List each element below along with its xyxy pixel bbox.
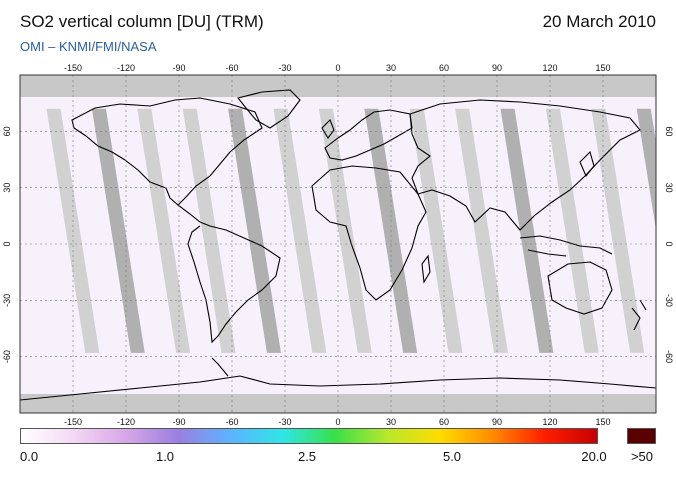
longitude-tick-label: -120 (117, 63, 135, 73)
longitude-tick-label: 30 (386, 417, 396, 427)
orbit-gap-swath (273, 108, 327, 353)
colorbar-label: 20.0 (581, 449, 607, 464)
longitude-tick-label: -150 (64, 63, 82, 73)
orbit-gap-swath (636, 108, 656, 230)
axis-ticks: -150 -150 -120 -120 -90 -90 -60 -60 -30 -30 0 0 30 30… (2, 63, 674, 427)
latitude-tick-label: 30 (664, 183, 674, 193)
longitude-tick-label: 90 (492, 63, 502, 73)
latitude-tick-label: 0 (664, 241, 674, 246)
longitude-tick-label: 60 (439, 63, 449, 73)
colorbar (20, 428, 598, 444)
longitude-tick-label: -90 (172, 417, 185, 427)
world-map: -150 -150 -120 -120 -90 -90 -60 -60 -30 -30 0 0 30 30… (0, 58, 676, 428)
orbit-gap-swath (545, 108, 599, 353)
data-source-credit: OMI – KNMI/FMI/NASA (20, 39, 157, 54)
latitude-tick-label: 0 (2, 241, 12, 246)
orbit-gap-swath (455, 108, 508, 353)
polar-night-south (20, 394, 656, 413)
orbit-gap-swath (409, 108, 463, 353)
colorbar-overflow-swatch (627, 428, 656, 444)
map-title: SO2 vertical column [DU] (TRM) (20, 12, 264, 31)
colorbar-label: 1.0 (155, 449, 175, 464)
longitude-tick-label: -60 (225, 417, 238, 427)
latitude-tick-label: 30 (2, 183, 12, 193)
latitude-tick-label: -60 (664, 350, 674, 363)
longitude-tick-label: 60 (439, 417, 449, 427)
coastlines (20, 89, 656, 401)
latitude-tick-label: -30 (2, 294, 12, 307)
longitude-tick-label: 30 (386, 63, 396, 73)
longitude-tick-label: -90 (172, 63, 185, 73)
latitude-tick-label: 60 (664, 126, 674, 136)
longitude-tick-label: -120 (117, 417, 135, 427)
colorbar-label: >50 (630, 449, 654, 464)
colorbar-label: 0.0 (20, 449, 39, 464)
longitude-tick-label: 0 (335, 63, 340, 73)
longitude-tick-label: 90 (492, 417, 502, 427)
map-frame (19, 74, 657, 414)
latitude-tick-label: -60 (2, 350, 12, 363)
orbit-gap-swath (182, 108, 236, 353)
longitude-tick-label: 150 (595, 63, 610, 73)
map-date: 20 March 2010 (542, 12, 656, 31)
longitude-tick-label: 150 (595, 417, 610, 427)
longitude-tick-label: 120 (542, 63, 557, 73)
latitude-tick-label: -30 (664, 294, 674, 307)
longitude-tick-label: 120 (542, 417, 557, 427)
orbit-gap-swath (500, 108, 554, 353)
orbit-gap-swath (228, 108, 281, 353)
latitude-tick-label: 60 (2, 126, 12, 136)
longitude-tick-label: -60 (225, 63, 238, 73)
colorbar-label: 5.0 (442, 449, 462, 464)
longitude-tick-label: 0 (335, 417, 340, 427)
longitude-tick-label: -30 (278, 63, 291, 73)
longitude-tick-label: -150 (64, 417, 82, 427)
longitude-tick-label: -30 (278, 417, 291, 427)
orbit-gap-swath (591, 108, 645, 353)
colorbar-label: 2.5 (297, 449, 317, 464)
graticule (20, 75, 656, 413)
orbit-gap-swath (91, 108, 145, 353)
orbit-gap-swath (137, 108, 191, 353)
